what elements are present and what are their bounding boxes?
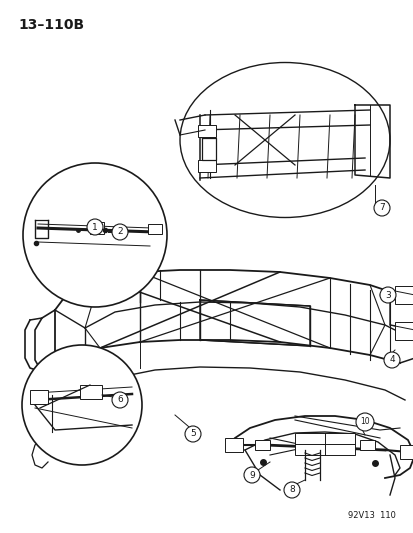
Circle shape [283,482,299,498]
Text: 2: 2 [117,228,123,237]
Text: 1: 1 [92,222,97,231]
Bar [147,224,161,234]
Bar [394,286,413,304]
Circle shape [243,467,259,483]
Circle shape [383,352,399,368]
Text: 10: 10 [359,417,369,426]
Bar [224,438,242,452]
Bar [197,160,216,172]
Bar [197,125,216,137]
Text: 13–110B: 13–110B [18,18,84,32]
Circle shape [87,219,103,235]
Circle shape [112,224,128,240]
Text: 92V13  110: 92V13 110 [347,511,395,520]
Text: 4: 4 [388,356,394,365]
Bar [294,433,354,455]
Circle shape [185,426,201,442]
Text: 5: 5 [190,430,195,439]
Circle shape [22,345,142,465]
Text: 6: 6 [117,395,123,405]
Circle shape [355,413,373,431]
Bar [394,322,413,340]
Bar [359,440,374,450]
Bar [90,222,104,234]
Bar [202,138,216,160]
Text: 3: 3 [384,290,390,300]
Bar [80,385,102,399]
Ellipse shape [180,62,389,217]
Text: 9: 9 [249,471,254,480]
Circle shape [379,287,395,303]
Circle shape [23,163,166,307]
Text: 7: 7 [378,204,384,213]
Bar [399,445,413,459]
Circle shape [112,392,128,408]
Bar [30,390,48,404]
Text: 8: 8 [288,486,294,495]
Circle shape [373,200,389,216]
Bar [254,440,269,450]
